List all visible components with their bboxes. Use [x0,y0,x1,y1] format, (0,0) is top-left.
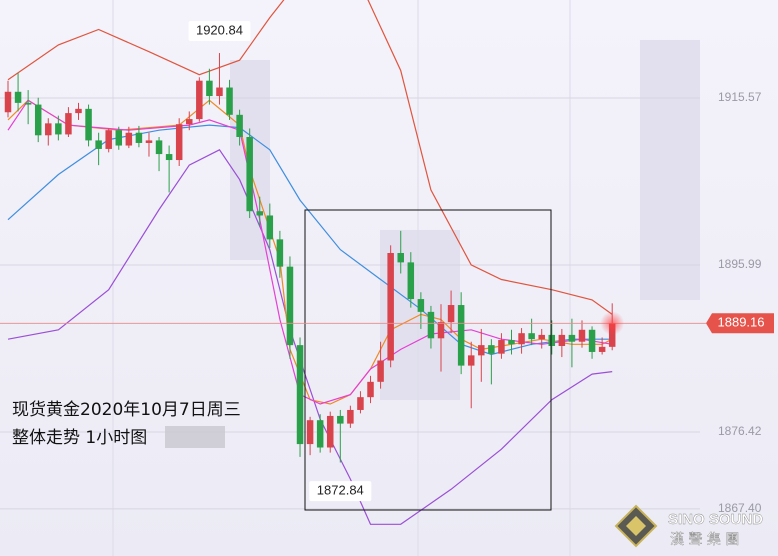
candle-body [45,123,52,136]
v-grid [112,0,571,556]
annotation-box [309,481,372,502]
candle-body [135,132,143,143]
candle-body [347,409,354,424]
candle-body [316,420,324,448]
candle-body [478,345,485,356]
candle-body [85,108,92,141]
candle-body [216,87,223,97]
candle-body [457,305,465,366]
candle-body [95,140,102,149]
candle-body [578,329,586,342]
candle-body [145,140,153,143]
y-tick-label: 1915.57 [718,90,762,104]
logo-sub: 漢 聲 集 團 [670,531,739,548]
candle-body [206,80,213,97]
candle-body [105,130,112,149]
indicator-line [7,99,613,405]
candle-body [186,119,193,125]
candle-body [357,397,364,410]
candle-body [488,345,495,354]
candle-body [548,334,556,346]
highlight-box [304,209,552,511]
candle-body [75,108,82,114]
candle-body [115,130,123,146]
candle-body [437,322,445,339]
candle-body [296,345,304,445]
candle-body [65,113,72,135]
candle-body [14,91,22,103]
candle-body [538,334,545,340]
candle-body [467,355,475,366]
candle-body [387,253,394,361]
candle-body [236,114,243,137]
candle-body [588,329,596,352]
candle-body [397,253,404,263]
candle-body [447,305,455,323]
candle-body [528,333,535,340]
candle-body [266,215,274,240]
candle-body [508,340,515,345]
indicator-line [7,0,613,315]
logo-name: SINO SOUND [668,511,763,528]
last-price-label: 1889.16 [718,315,765,330]
annotation-label: 1872.84 [317,483,364,498]
candle-body [417,299,425,312]
candle-body [568,334,576,342]
candle-body [306,420,314,445]
logo: SINO SOUND 漢 聲 集 團 [614,504,763,548]
y-tick-label: 1895.99 [718,257,762,271]
last-price-tag [706,313,774,334]
candle-body [286,266,294,346]
candle-body [276,239,284,267]
candle-body [256,211,263,216]
caption-line: 现货黄金2020年10月7日周三 [12,400,241,420]
candle-body [24,102,32,105]
candle-body [558,334,566,346]
candle-body [518,333,525,345]
candle-body [175,124,183,161]
annotation-label: 1920.84 [196,22,243,37]
candle-body [226,87,233,115]
candle-body [598,346,606,352]
candle-body [337,415,344,424]
annotation-box [188,21,251,42]
y-tick-label: 1867.40 [718,501,762,515]
blur-patch [165,426,225,448]
candle-body [55,123,62,135]
candle-body [326,415,334,448]
candle-body [155,140,163,155]
candle-body [407,262,415,300]
candle-body [165,154,173,161]
caption-line: 整体走势 1小时图 [12,428,147,448]
candle-body [196,80,203,120]
candle-body [125,132,133,146]
y-tick-label: 1876.42 [718,424,762,438]
candle-body [367,381,374,398]
candle-body [427,311,435,339]
candle-body [34,104,42,136]
candle-body [4,91,12,113]
candle-body [377,360,384,382]
candle-body [498,340,505,354]
candle-body [246,136,253,212]
last-price-glow [600,311,625,336]
